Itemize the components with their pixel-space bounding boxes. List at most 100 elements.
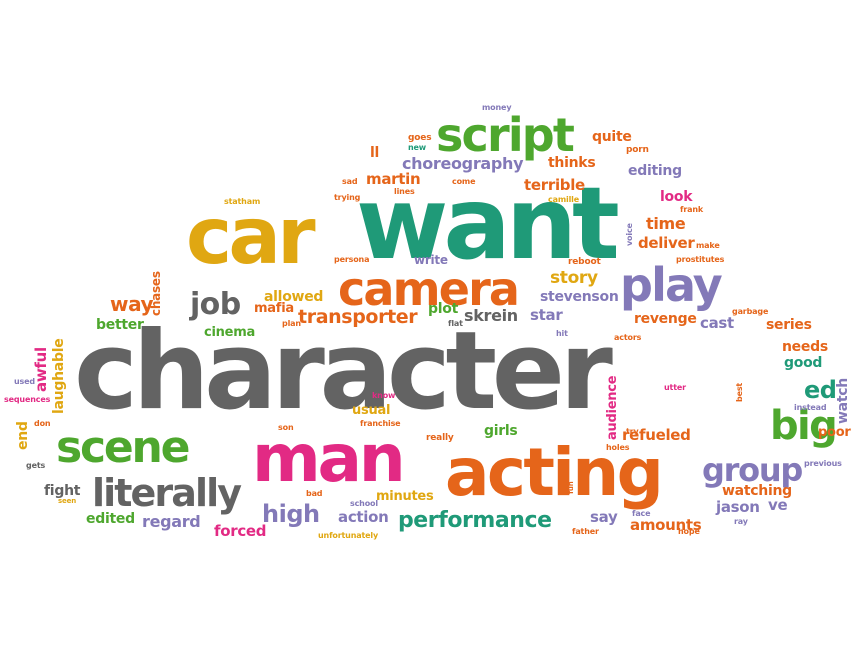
word-quite: quite: [592, 129, 632, 145]
word-poor: poor: [818, 425, 851, 440]
word-cast: cast: [700, 314, 734, 332]
word-gets: gets: [26, 461, 46, 470]
word-group: group: [702, 451, 803, 489]
word-fun: fun: [567, 481, 575, 494]
word-stevenson: stevenson: [540, 289, 619, 305]
word-mafia: mafia: [254, 301, 294, 316]
word-money: money: [482, 103, 512, 112]
word-hit: hit: [556, 329, 568, 338]
word-camera: camera: [338, 262, 520, 316]
word-time: time: [646, 214, 686, 233]
word-editing: editing: [628, 163, 682, 179]
word-persona: persona: [334, 255, 370, 264]
word-usual: usual: [352, 403, 391, 418]
word-performance: performance: [398, 508, 552, 533]
word-better: better: [96, 317, 144, 333]
word-cinema: cinema: [204, 325, 255, 340]
word-jason: jason: [716, 498, 760, 516]
word-high: high: [262, 500, 320, 528]
word-laughable: laughable: [51, 338, 67, 414]
word-make: make: [696, 241, 720, 250]
word-unfortunately: unfortunately: [318, 531, 379, 540]
word-school: school: [350, 499, 378, 508]
word-star: star: [530, 306, 563, 324]
word-character: character: [74, 309, 613, 434]
word-porn: porn: [626, 145, 649, 155]
word-son: son: [278, 423, 294, 432]
word-garbage: garbage: [732, 307, 769, 316]
word-instead: instead: [794, 403, 827, 412]
word-write: write: [414, 253, 448, 267]
word-fight: fight: [44, 483, 81, 499]
word-big: big: [770, 403, 838, 449]
word-regard: regard: [142, 512, 201, 531]
word-utter: utter: [664, 383, 686, 392]
word-minutes: minutes: [376, 489, 434, 504]
word-terrible: terrible: [524, 176, 585, 194]
word-action: action: [338, 508, 389, 526]
word-lines: lines: [394, 187, 415, 196]
word-come: come: [452, 177, 476, 186]
word-car: car: [186, 192, 316, 282]
word-man: man: [252, 420, 406, 497]
word-bad: bad: [306, 489, 323, 498]
word-chases: chases: [149, 271, 163, 316]
word-flat: flat: [448, 319, 463, 328]
word-deliver: deliver: [638, 234, 695, 252]
word-used: used: [14, 377, 35, 386]
word-camille: camille: [548, 195, 580, 204]
word-ve: ve: [768, 496, 788, 514]
word-sequences: sequences: [4, 395, 51, 404]
word-job: job: [190, 287, 241, 322]
word-way: way: [110, 292, 154, 316]
word-edited: edited: [86, 511, 135, 527]
word-know: know: [372, 391, 396, 400]
word-thinks: thinks: [548, 155, 596, 171]
word-new: new: [408, 143, 427, 152]
word-awful: awful: [32, 347, 50, 392]
word-literally: literally: [92, 471, 242, 515]
word-play: play: [620, 258, 723, 312]
word-ed: ed: [804, 376, 837, 404]
word-refueled: refueled: [622, 426, 691, 444]
word-acting: acting: [445, 434, 664, 511]
word-really: really: [426, 433, 454, 443]
word-goes: goes: [408, 133, 432, 143]
word-want: want: [356, 165, 620, 282]
word-good: good: [784, 355, 823, 371]
word-girls: girls: [484, 423, 518, 439]
word-previous: previous: [804, 459, 842, 468]
word-say: say: [590, 508, 618, 526]
word-end: end: [15, 421, 31, 450]
word-choreography: choreography: [402, 154, 524, 173]
word-sad: sad: [342, 177, 358, 186]
word-trying: trying: [334, 193, 361, 202]
word-transporter: transporter: [298, 306, 418, 328]
word-ray: ray: [734, 517, 748, 526]
word-forced: forced: [214, 522, 267, 540]
word-script: script: [436, 108, 575, 162]
word-look: look: [660, 189, 693, 205]
word-hope: hope: [678, 527, 700, 536]
word-franchise: franchise: [360, 419, 401, 428]
word-needs: needs: [782, 339, 828, 355]
word-plot: plot: [428, 301, 459, 317]
word-statham: statham: [224, 197, 261, 206]
word-best: best: [735, 382, 744, 402]
word-allowed: allowed: [264, 289, 324, 305]
word-amounts: amounts: [630, 516, 702, 534]
word-frank: frank: [680, 205, 704, 214]
word-reboot: reboot: [568, 257, 601, 267]
word-try: try: [626, 427, 639, 436]
word-don: don: [34, 419, 51, 428]
word-prostitutes: prostitutes: [676, 255, 725, 264]
word-face: face: [632, 509, 651, 518]
word-martin: martin: [366, 170, 421, 188]
word-series: series: [766, 317, 812, 333]
word-revenge: revenge: [634, 311, 697, 327]
word-scene: scene: [56, 422, 190, 473]
word-actors: actors: [614, 333, 642, 342]
word-plan: plan: [282, 319, 301, 328]
word-holes: holes: [606, 443, 630, 452]
